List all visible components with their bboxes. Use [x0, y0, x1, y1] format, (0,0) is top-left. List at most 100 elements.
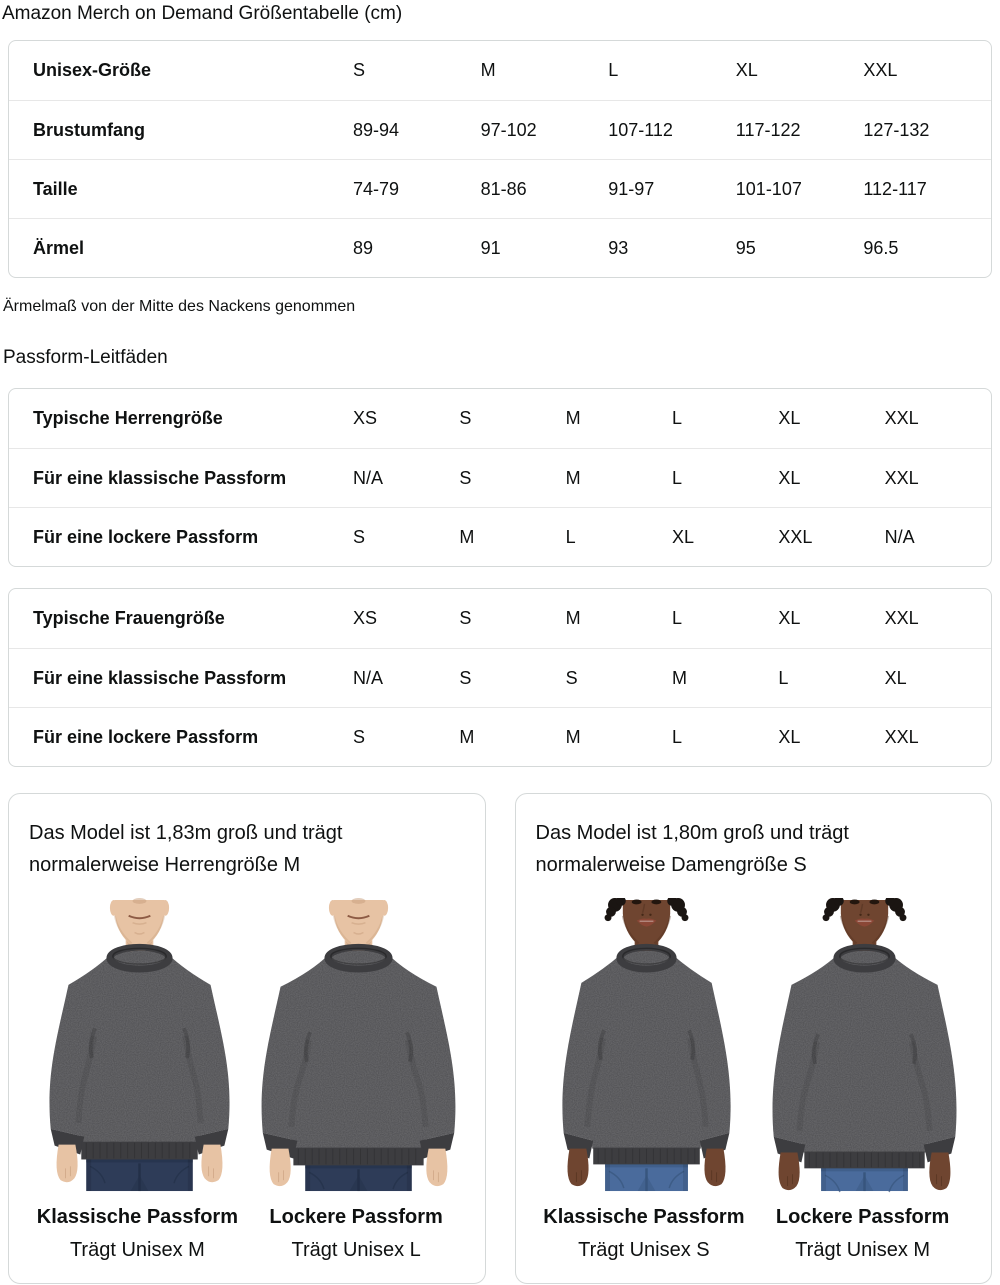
womens-fit-cell: L: [778, 667, 789, 688]
unisex-size-cell: S: [353, 60, 366, 80]
model-card-men: Das Model ist 1,83m groß und trägt norma…: [8, 793, 486, 1284]
unisex-size-row-label: Brustumfang: [33, 119, 145, 140]
mens-fit-cell: S: [459, 408, 472, 428]
mens-fit-table: Typische Herrengröße XS S M L XL XXL Für eine k…: [8, 388, 992, 567]
mens-fit-cell: XXL: [884, 408, 919, 428]
model-photo-female-classic: [535, 898, 758, 1193]
mens-fit-cell: S: [459, 467, 472, 488]
mens-fit-cell: M: [565, 467, 581, 488]
model-photo-female-loose: [754, 898, 977, 1193]
unisex-size-cell: 93: [608, 237, 629, 258]
unisex-size-cell: 117-122: [735, 119, 801, 140]
model-figure-female-loose: Lockere Passform Trägt Unisex M: [754, 898, 977, 1262]
womens-fit-cell: L: [671, 726, 682, 747]
fit-label: Lockere Passform: [269, 1206, 443, 1228]
model-figure-male-classic: Klassische Passform Trägt Unisex M: [29, 898, 251, 1262]
unisex-size-row-label: Ärmel: [33, 237, 85, 258]
womens-fit-cell: XXL: [884, 608, 919, 628]
page-title: Amazon Merch on Demand Größentabelle (cm…: [2, 3, 403, 24]
womens-fit-cell: XL: [778, 608, 801, 628]
mens-fit-cell: XXL: [778, 526, 813, 547]
mens-fit-row-1: Für eine klassische Passform N/A S M L XL XXL: [9, 448, 991, 507]
womens-fit-table: Typische Frauengröße XS S M L XL XXL Für eine k…: [8, 588, 992, 767]
womens-fit-row-0: Typische Frauengröße XS S M L XL XXL: [9, 589, 991, 648]
mens-fit-row-2: Für eine lockere Passform S M L XL XXL N/A: [9, 507, 991, 566]
mens-fit-cell: M: [459, 526, 475, 547]
womens-fit-cell: XS: [353, 608, 378, 628]
size-label: Trägt Unisex S: [578, 1239, 710, 1261]
womens-fit-cell: M: [565, 726, 581, 747]
womens-fit-row-label: Für eine lockere Passform: [33, 726, 259, 747]
womens-fit-cell: S: [565, 667, 578, 688]
mens-fit-cell: XL: [671, 526, 695, 547]
model-description: Das Model ist 1,83m groß und trägt norma…: [29, 822, 343, 876]
mens-fit-cell: L: [671, 467, 682, 488]
mens-fit-cell: XS: [353, 408, 378, 428]
womens-fit-cell: L: [671, 608, 682, 628]
mens-fit-row-label: Für eine lockere Passform: [33, 526, 259, 547]
mens-fit-cell: S: [353, 526, 366, 547]
womens-fit-cell: M: [671, 667, 687, 688]
mens-fit-row-label: Für eine klassische Passform: [33, 467, 287, 488]
womens-fit-row-1: Für eine klassische Passform N/A S S M L XL: [9, 648, 991, 707]
unisex-size-cell: 89: [353, 237, 374, 258]
unisex-size-cell: 127-132: [863, 119, 930, 140]
womens-fit-cell: XL: [778, 726, 801, 747]
unisex-size-cell: 81-86: [480, 178, 527, 199]
mens-fit-cell: XXL: [884, 467, 919, 488]
womens-fit-cell: XXL: [884, 726, 919, 747]
womens-fit-cell: S: [459, 608, 472, 628]
model-figures: Klassische Passform Trägt Unisex M Lockere…: [29, 898, 470, 1262]
unisex-size-cell: 97-102: [480, 119, 537, 140]
womens-fit-row-label: Für eine klassische Passform: [33, 667, 287, 688]
unisex-size-cell: 89-94: [353, 119, 400, 140]
womens-fit-cell: N/A: [353, 667, 384, 688]
mens-fit-cell: M: [565, 408, 581, 428]
model-cards: Das Model ist 1,83m groß und trägt norma…: [8, 793, 992, 1284]
fit-label: Lockere Passform: [775, 1206, 950, 1228]
womens-fit-cell: M: [565, 608, 581, 628]
unisex-size-cell: 101-107: [735, 178, 802, 199]
unisex-size-cell: 95: [735, 237, 756, 258]
fit-label: Klassische Passform: [543, 1206, 745, 1228]
womens-fit-cell: XL: [884, 667, 907, 688]
womens-fit-cell: S: [353, 726, 366, 747]
model-figure-male-loose: Lockere Passform Trägt Unisex L: [247, 898, 470, 1262]
unisex-size-cell: 112-117: [863, 178, 927, 199]
mens-fit-cell: N/A: [353, 467, 384, 488]
unisex-size-cell: 91-97: [608, 178, 655, 199]
size-label: Trägt Unisex M: [69, 1239, 205, 1261]
unisex-size-table: Unisex-Größe S M L XL XXL Brustumfang 89-94 97-1…: [8, 40, 992, 278]
mens-fit-cell: L: [671, 408, 682, 428]
model-photo-male-loose: [247, 898, 470, 1193]
unisex-size-cell: 91: [480, 237, 501, 258]
unisex-size-row-label: Taille: [33, 178, 78, 199]
unisex-size-cell: 74-79: [353, 178, 400, 199]
womens-fit-cell: S: [459, 667, 472, 688]
model-photo-male-classic: [29, 898, 251, 1193]
unisex-size-row-1: Brustumfang 89-94 97-102 107-112 117-122 127-…: [9, 100, 991, 159]
model-card-women: Das Model ist 1,80m groß und trägt norma…: [514, 793, 992, 1284]
unisex-size-cell: M: [480, 60, 496, 80]
model-figures: Klassische Passform Trägt Unisex S Lockere…: [535, 898, 977, 1262]
unisex-size-row-2: Taille 74-79 81-86 91-97 101-107 112-117: [9, 159, 991, 218]
unisex-size-cell: XXL: [863, 60, 898, 80]
unisex-size-cell: 107-112: [608, 119, 673, 140]
fit-label: Klassische Passform: [36, 1206, 238, 1228]
mens-fit-cell: XL: [778, 408, 801, 428]
model-description: Das Model ist 1,80m groß und trägt norma…: [535, 822, 849, 876]
unisex-size-cell: XL: [735, 60, 758, 80]
womens-fit-cell: M: [459, 726, 475, 747]
unisex-size-cell: L: [608, 60, 619, 80]
unisex-size-row-3: Ärmel 89 91 93 95 96.5: [9, 218, 991, 277]
mens-fit-cell: L: [565, 526, 576, 547]
mens-fit-row-label: Typische Herrengröße: [33, 408, 223, 428]
unisex-size-row-label: Unisex-Größe: [33, 60, 152, 80]
size-label: Trägt Unisex L: [291, 1239, 421, 1261]
mens-fit-cell: XL: [778, 467, 801, 488]
mens-fit-cell: N/A: [884, 526, 915, 547]
model-figure-female-classic: Klassische Passform Trägt Unisex S: [535, 898, 758, 1262]
womens-fit-row-label: Typische Frauengröße: [33, 608, 225, 628]
mens-fit-row-0: Typische Herrengröße XS S M L XL XXL: [9, 389, 991, 448]
unisex-size-row-0: Unisex-Größe S M L XL XXL: [9, 41, 991, 100]
